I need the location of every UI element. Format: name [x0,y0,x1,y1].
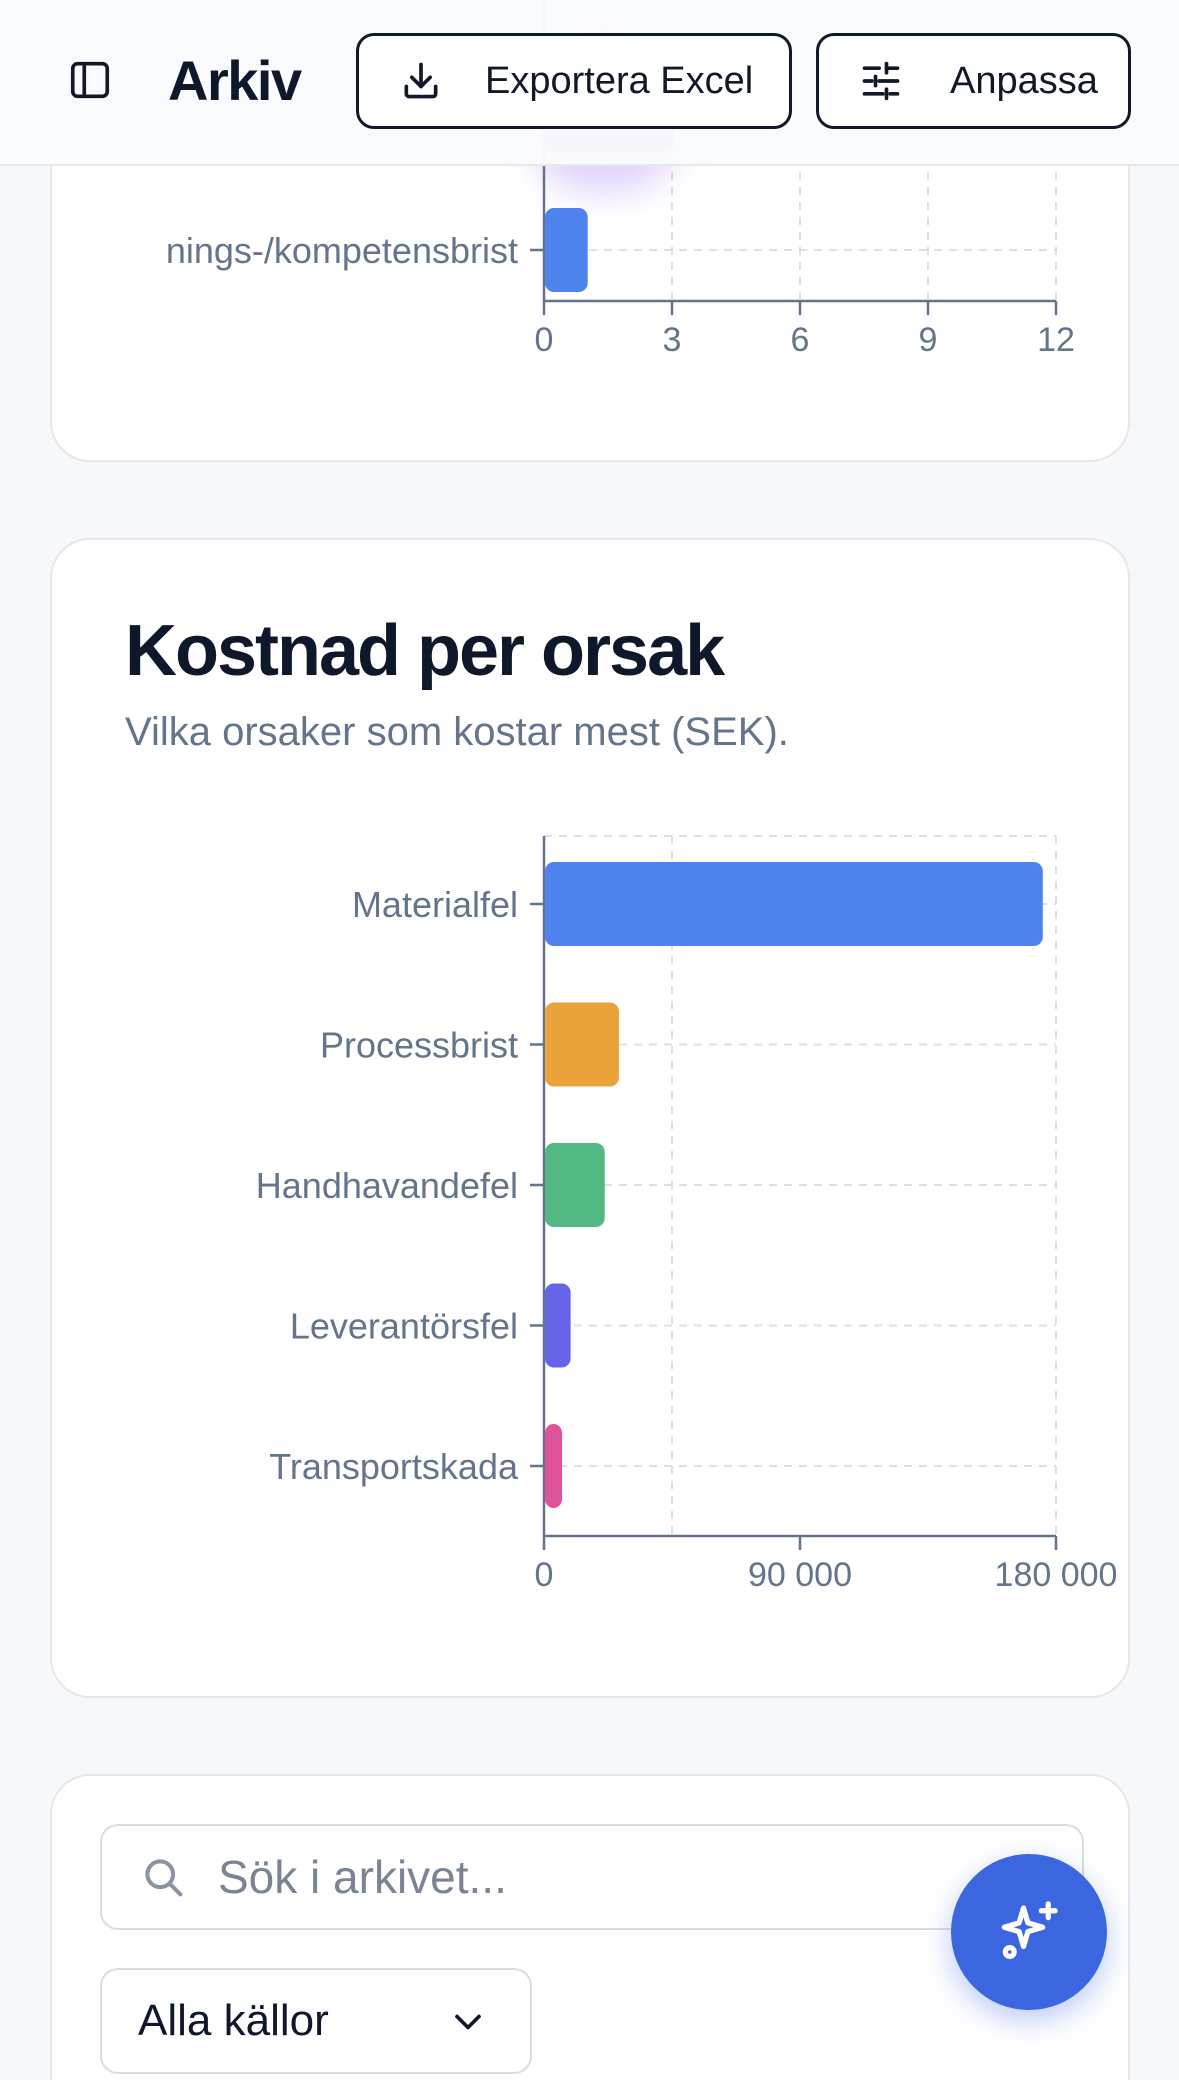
customize-label: Anpassa [950,59,1098,102]
card-subtitle: Vilka orsaker som kostar mest (SEK). [125,710,789,754]
ai-assistant-button[interactable] [951,1854,1107,2010]
filters-card: Alla källor [50,1774,1130,2080]
search-input[interactable] [218,1850,918,1904]
category-label: Leverantörsfel [290,1306,518,1347]
category-label: Handhavandefel [256,1165,518,1206]
card-title: Kostnad per orsak [125,611,725,691]
x-tick-label: 180 000 [995,1556,1118,1594]
x-tick-label: 0 [535,1556,554,1594]
export-excel-label: Exportera Excel [485,59,754,102]
category-label: Transportskada [269,1446,519,1487]
bar [545,1002,619,1087]
x-tick-label: 9 [919,321,938,359]
search-icon [138,1852,188,1902]
sparkles-icon [996,1897,1062,1968]
app-header: Arkiv Exportera Excel Anpassa [0,0,1179,166]
page-title: Arkiv [168,49,302,112]
sliders-icon [857,57,905,105]
cost-per-cause-card: Kostnad per orsak Vilka orsaker som kost… [50,538,1130,1698]
bar [545,208,588,292]
customize-button[interactable]: Anpassa [816,33,1131,129]
x-tick-label: 12 [1037,321,1075,359]
source-select-value: Alla källor [138,1996,329,2045]
bar [545,1283,571,1368]
chevron-down-icon [446,2000,490,2044]
category-label: Processbrist [320,1025,518,1066]
category-label: Materialfel [352,884,518,925]
sidebar-toggle-icon [67,57,113,108]
bar [545,1424,563,1508]
search-box[interactable] [100,1824,1084,1930]
chart-cost-per-cause: Materialfel Processbrist Handhavandefel Lev… [256,835,1118,1594]
x-tick-label: 3 [663,321,682,359]
x-tick-label: 90 000 [748,1556,852,1594]
sidebar-toggle-button[interactable] [66,58,114,106]
download-icon [397,57,445,105]
x-tick-label: 0 [535,321,554,359]
bar [545,1143,605,1227]
source-select[interactable]: Alla källor [100,1968,532,2074]
export-excel-button[interactable]: Exportera Excel [356,33,792,129]
category-label: nings-/kompetensbrist [166,230,518,271]
x-tick-label: 6 [791,321,810,359]
bar [545,862,1043,946]
